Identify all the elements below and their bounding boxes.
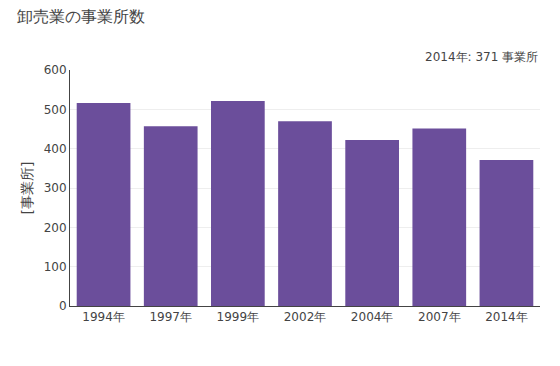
svg-text:500: 500 [44,103,67,117]
svg-text:2004年: 2004年 [351,310,394,324]
svg-text:2014年: 371 事業所: 2014年: 371 事業所 [425,50,538,64]
svg-text:卸売業の事業所数: 卸売業の事業所数 [17,7,145,26]
svg-text:200: 200 [44,221,67,235]
svg-text:0: 0 [59,299,67,313]
svg-text:[事業所]: [事業所] [19,162,35,215]
svg-text:1994年: 1994年 [82,310,125,324]
svg-text:100: 100 [44,260,67,274]
svg-text:1999年: 1999年 [217,310,260,324]
svg-text:600: 600 [44,63,67,77]
svg-text:1997年: 1997年 [149,310,192,324]
svg-text:400: 400 [44,142,67,156]
svg-text:300: 300 [44,181,67,195]
svg-text:2002年: 2002年 [284,310,327,324]
svg-text:2014年: 2014年 [485,310,528,324]
svg-text:2007年: 2007年 [418,310,461,324]
